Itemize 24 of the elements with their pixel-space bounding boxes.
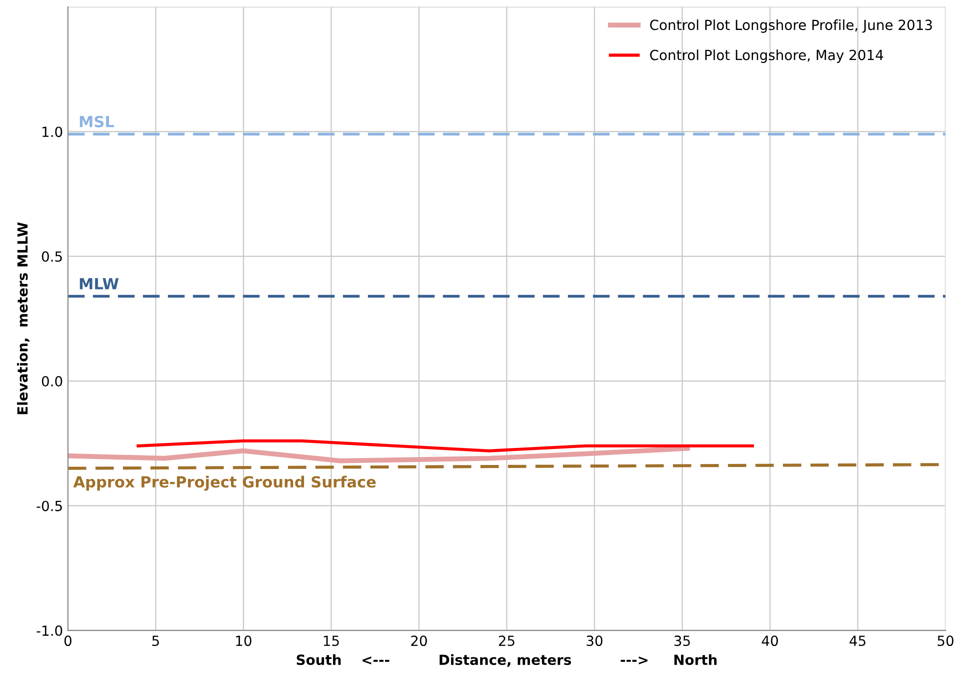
x-tick-label: 10 bbox=[236, 636, 252, 646]
series-label: Approx Pre-Project Ground Surface bbox=[73, 476, 376, 491]
y-tick-label: 0.0 bbox=[42, 376, 62, 386]
y-tick-label: 1.0 bbox=[42, 126, 62, 138]
legend-label: Control Plot Longshore Profile, June 2013 bbox=[650, 19, 932, 33]
ref-line-label: MLW bbox=[80, 278, 119, 290]
x-tick-label: 50 bbox=[938, 636, 954, 646]
line-series bbox=[68, 446, 690, 464]
x-tick-label: 45 bbox=[850, 636, 866, 646]
x-tick-label: 20 bbox=[411, 636, 427, 646]
x-tick-label: 5 bbox=[152, 636, 159, 646]
y-tick-label: 0.5 bbox=[42, 251, 62, 262]
y-tick-label: -1.0 bbox=[36, 625, 62, 636]
y-tick-label: -0.5 bbox=[36, 500, 62, 512]
ref-line-label: MSL bbox=[80, 116, 114, 128]
y-axis-title: Elevation, meters MLLW bbox=[16, 222, 30, 414]
x-tick-label: 25 bbox=[498, 636, 514, 646]
legend-label: Control Plot Longshore, May 2014 bbox=[650, 50, 884, 63]
x-axis-title: South <--- Distance, meters ---> North bbox=[296, 654, 717, 667]
x-tick-label: 30 bbox=[586, 636, 602, 646]
x-tick-label: 40 bbox=[762, 636, 778, 646]
x-tick-label: 35 bbox=[674, 636, 690, 646]
x-tick-label: 15 bbox=[324, 636, 339, 646]
x-tick-label: 0 bbox=[64, 636, 72, 646]
